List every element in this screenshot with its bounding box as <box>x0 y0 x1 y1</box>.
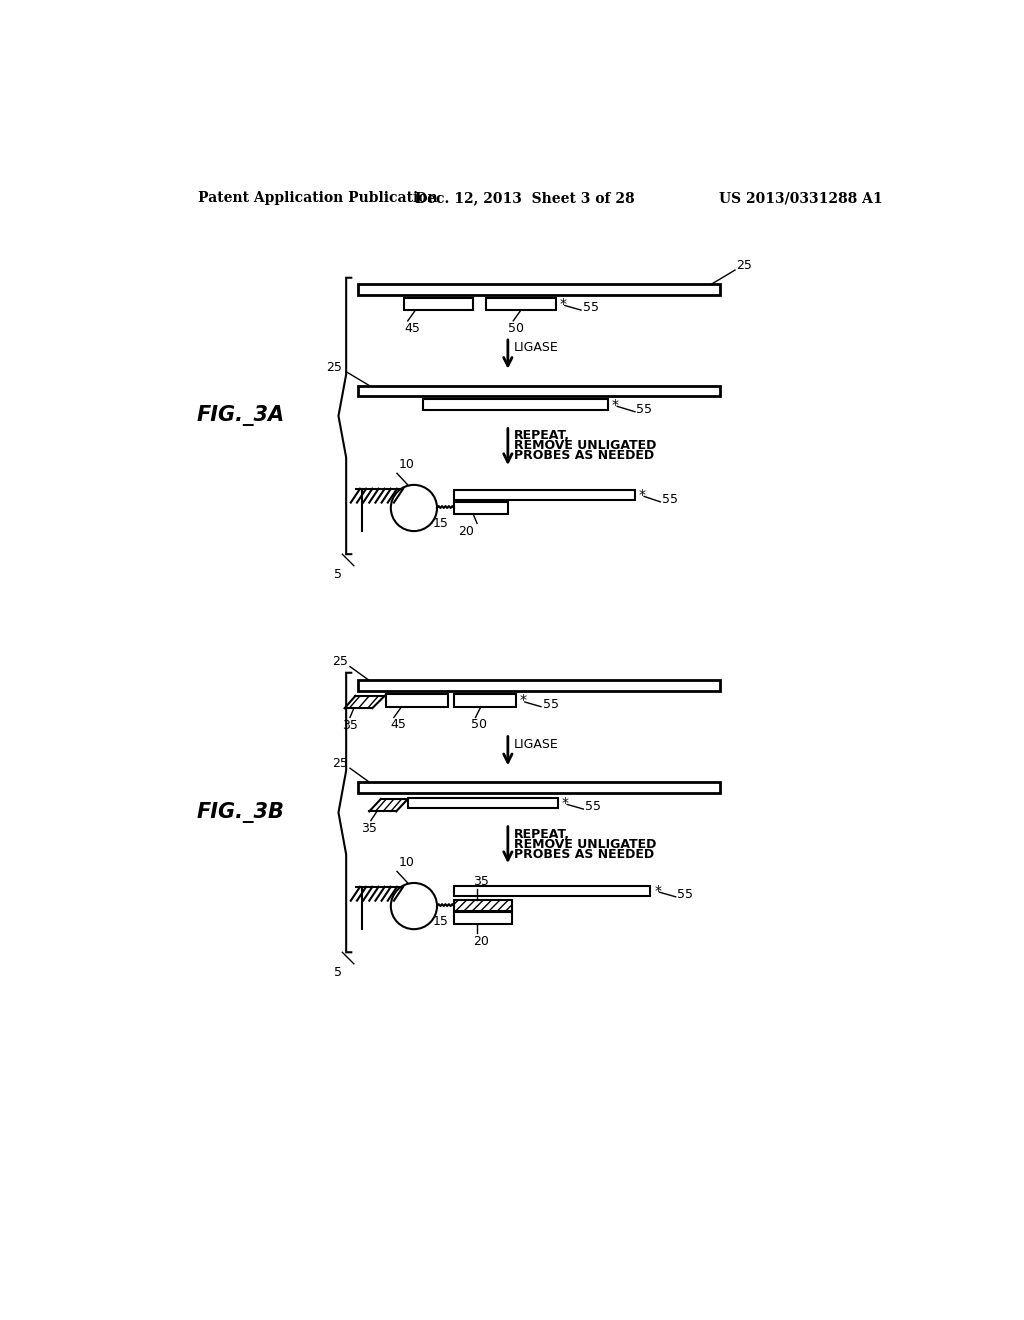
Text: 25: 25 <box>736 259 753 272</box>
Text: 20: 20 <box>458 525 474 539</box>
Text: Dec. 12, 2013  Sheet 3 of 28: Dec. 12, 2013 Sheet 3 of 28 <box>415 191 635 206</box>
Text: 55: 55 <box>585 800 601 813</box>
Text: FIG._3A: FIG._3A <box>197 405 285 426</box>
Text: 5: 5 <box>334 966 342 979</box>
Text: 50: 50 <box>508 322 524 335</box>
Text: FIG._3B: FIG._3B <box>197 803 285 822</box>
Text: REMOVE UNLIGATED: REMOVE UNLIGATED <box>514 440 656 453</box>
Bar <box>357 385 720 396</box>
Text: 45: 45 <box>403 322 420 335</box>
Text: 10: 10 <box>398 458 415 471</box>
Bar <box>454 502 508 515</box>
Text: 20: 20 <box>473 935 489 948</box>
Text: *: * <box>519 693 526 708</box>
Bar <box>454 490 635 500</box>
Text: REPEAT,: REPEAT, <box>514 429 570 442</box>
Bar <box>454 912 512 924</box>
Text: *: * <box>639 488 646 502</box>
Text: 55: 55 <box>583 301 599 314</box>
Text: US 2013/0331288 A1: US 2013/0331288 A1 <box>719 191 883 206</box>
Bar <box>403 298 473 310</box>
Bar <box>408 797 558 808</box>
Text: 15: 15 <box>433 915 449 928</box>
Text: PROBES AS NEEDED: PROBES AS NEEDED <box>514 847 654 861</box>
Text: 35: 35 <box>361 822 377 836</box>
Text: 25: 25 <box>327 360 342 374</box>
Bar <box>454 694 515 706</box>
Text: 35: 35 <box>473 875 489 887</box>
Text: REPEAT,: REPEAT, <box>514 828 570 841</box>
Text: *: * <box>559 297 566 312</box>
Text: 55: 55 <box>637 403 652 416</box>
Bar <box>357 681 720 692</box>
Text: 55: 55 <box>543 698 558 711</box>
Bar <box>486 298 556 310</box>
Bar <box>357 781 720 793</box>
Text: *: * <box>654 883 662 898</box>
Text: LIGASE: LIGASE <box>514 738 559 751</box>
Text: 25: 25 <box>333 758 348 770</box>
Text: *: * <box>611 397 618 412</box>
Text: 35: 35 <box>342 719 358 733</box>
Bar <box>423 400 608 411</box>
Bar <box>357 284 720 294</box>
Text: 50: 50 <box>471 718 486 731</box>
Bar <box>386 694 447 706</box>
Text: REMOVE UNLIGATED: REMOVE UNLIGATED <box>514 838 656 850</box>
Text: 55: 55 <box>677 888 693 902</box>
Text: *: * <box>562 796 568 810</box>
Text: LIGASE: LIGASE <box>514 342 559 354</box>
Text: Patent Application Publication: Patent Application Publication <box>199 191 438 206</box>
Text: PROBES AS NEEDED: PROBES AS NEEDED <box>514 449 654 462</box>
Text: 15: 15 <box>433 517 449 531</box>
Text: 55: 55 <box>662 492 678 506</box>
Text: 5: 5 <box>334 568 342 581</box>
Text: 25: 25 <box>333 656 348 668</box>
Text: 45: 45 <box>390 718 406 731</box>
Bar <box>454 900 512 911</box>
Bar <box>454 886 650 896</box>
Text: 10: 10 <box>398 857 415 869</box>
